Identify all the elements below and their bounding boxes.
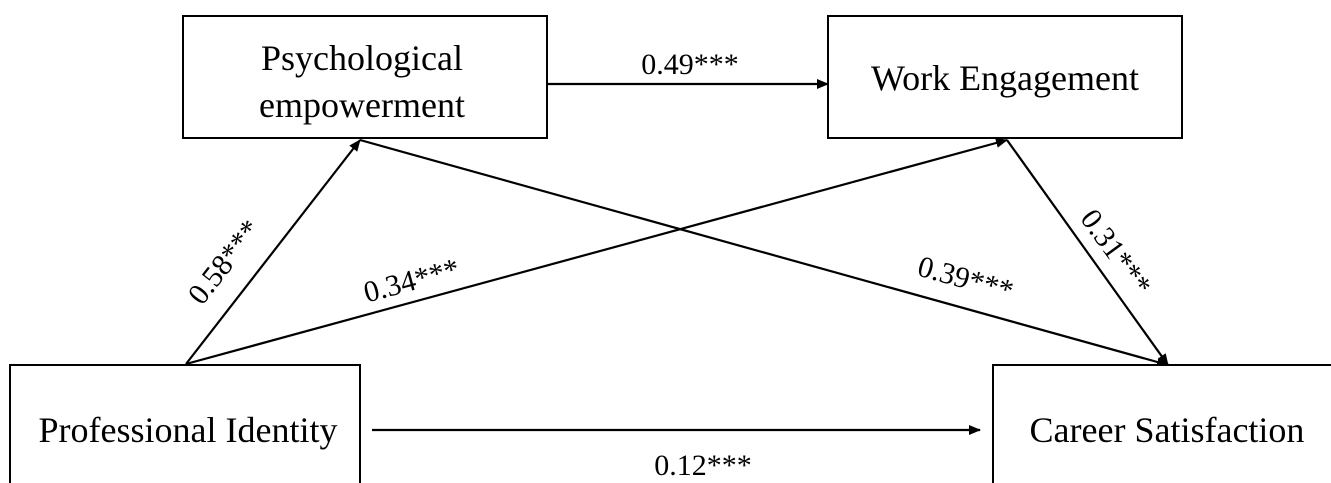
edge-pe-to-cs (359, 138, 1169, 367)
node-psychological-empowerment-label-line1: Psychological (261, 38, 463, 78)
node-professional-identity-box (9, 364, 361, 483)
node-work-engagement-label: Work Engagement (871, 58, 1139, 98)
edge-label-pi-to-cs: 0.12*** (654, 449, 752, 482)
edge-pi-to-we (185, 138, 1008, 366)
node-career-satisfaction-label: Career Satisfaction (1030, 410, 1305, 450)
edge-label-pe-to-we: 0.49*** (641, 48, 739, 81)
edge-we-to-cs (1006, 139, 1169, 366)
node-work-engagement-box (827, 15, 1183, 139)
edge-pi-to-pe (185, 139, 361, 365)
node-psychological-empowerment-label-line2: empowerment (259, 85, 465, 125)
edge-label-pi-to-pe: 0.58*** (181, 214, 267, 311)
node-professional-identity-label: Professional Identity (39, 410, 338, 450)
node-psychological-empowerment-box (182, 15, 548, 139)
node-career-satisfaction-box (992, 364, 1331, 483)
edge-label-pi-to-we: 0.34*** (360, 252, 463, 309)
